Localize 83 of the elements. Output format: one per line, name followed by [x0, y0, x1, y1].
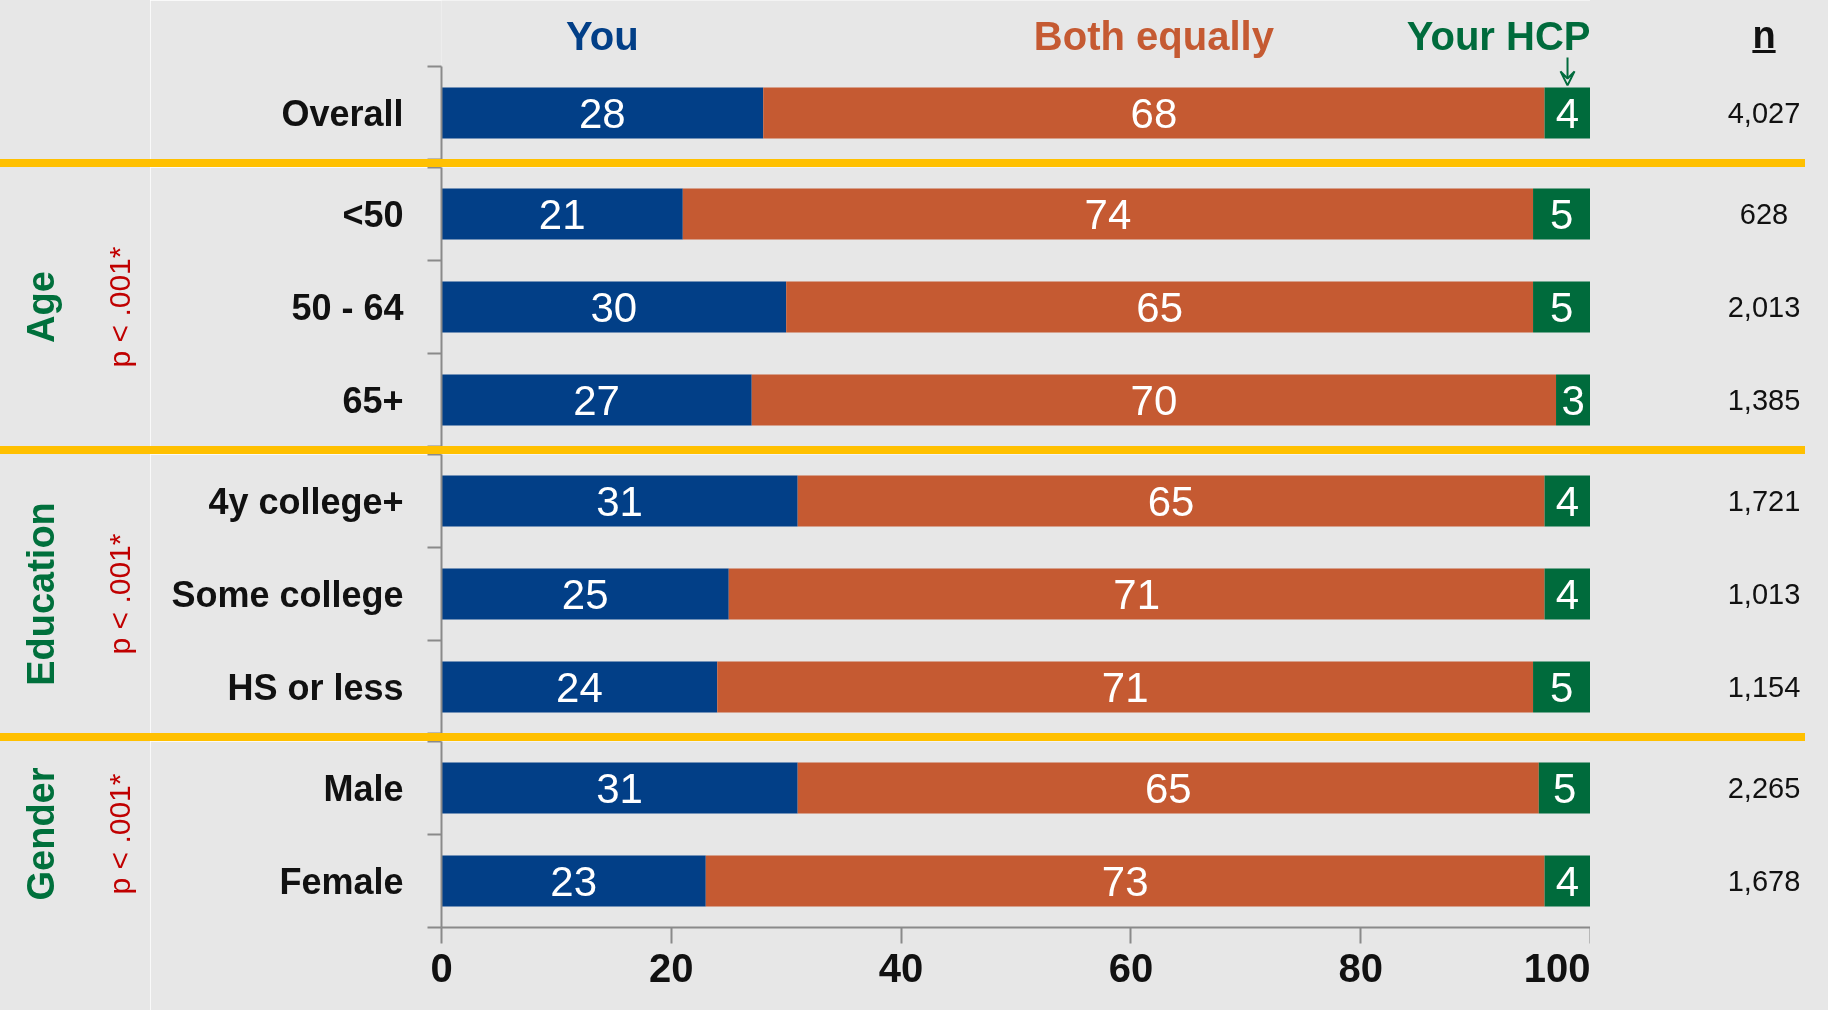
series-label: Both equally — [1033, 13, 1275, 58]
bar — [441, 374, 752, 426]
y2-tick-label: 1,154 — [1727, 670, 1801, 702]
data-label: 31 — [596, 764, 643, 812]
y-tick-label: 50 - 64 — [291, 286, 404, 328]
bar — [441, 188, 683, 240]
text: p < .001* — [103, 533, 136, 654]
bar — [682, 188, 1534, 240]
data-label: 73 — [1101, 857, 1149, 905]
data-label: 4 — [1555, 477, 1580, 525]
data-label: 5 — [1550, 283, 1574, 331]
data-label: 74 — [1084, 190, 1132, 238]
data-label: 3 — [1561, 376, 1585, 424]
data-label: 65 — [1136, 283, 1183, 331]
data-label: 25 — [561, 570, 609, 618]
text: p < .001* — [103, 773, 136, 895]
series-label: You — [566, 13, 639, 58]
data-label: 21 — [538, 190, 586, 238]
y2-tick-label: 4,027 — [1727, 96, 1801, 128]
data-label: 68 — [1130, 89, 1178, 137]
y-tick-label: 4y college+ — [208, 480, 404, 522]
x-tick-label: 40 — [878, 945, 924, 990]
data-label: 30 — [590, 283, 638, 331]
bar — [1544, 475, 1590, 527]
bar — [717, 661, 1534, 713]
bar — [1544, 855, 1590, 907]
y2-tick-label: 2,013 — [1727, 290, 1801, 322]
bar — [1533, 281, 1590, 333]
bar — [751, 374, 1557, 426]
y2-tick-label: 1,678 — [1727, 864, 1801, 896]
bar — [797, 475, 1545, 527]
data-label: 71 — [1101, 663, 1149, 711]
bar — [797, 762, 1539, 814]
y2-axis-title: n — [1752, 14, 1776, 56]
data-label: 27 — [573, 376, 620, 424]
y2-tick-label: 1,385 — [1727, 383, 1801, 415]
y-tick-label: Female — [279, 860, 404, 902]
data-label: 28 — [579, 89, 626, 137]
y2-tick-label: 628 — [1739, 197, 1789, 229]
data-label: 5 — [1552, 764, 1577, 812]
bar — [1533, 661, 1590, 713]
y-tick-label: Male — [323, 767, 404, 809]
y-tick-label: Some college — [171, 573, 404, 615]
bar — [705, 855, 1545, 907]
y-axis-title: Gender — [20, 767, 62, 901]
series-label: Your HCP — [1406, 13, 1591, 58]
x-tick-label: 0 — [430, 945, 453, 990]
data-label: 31 — [596, 477, 643, 525]
data-label: 4 — [1555, 89, 1580, 137]
y-tick-label: HS or less — [227, 666, 404, 708]
data-label: 23 — [550, 857, 597, 905]
bar — [728, 568, 1545, 620]
text: p < .001* — [103, 246, 136, 367]
bar — [1533, 188, 1590, 240]
bar — [441, 475, 798, 527]
y-axis-title: Education — [20, 501, 62, 686]
data-label: 70 — [1130, 376, 1178, 424]
y-tick-label: <50 — [342, 193, 404, 235]
bar — [441, 281, 787, 333]
x-tick-label: 100 — [1523, 945, 1591, 990]
data-label: 71 — [1113, 570, 1161, 618]
y-tick-label: Overall — [281, 92, 404, 134]
bar — [441, 762, 798, 814]
bar — [786, 281, 1534, 333]
data-label: 4 — [1555, 570, 1580, 618]
data-label: 65 — [1144, 764, 1192, 812]
data-label: 5 — [1550, 663, 1574, 711]
bar — [441, 855, 706, 907]
y2-tick-label: 1,013 — [1727, 577, 1801, 609]
y2-tick-label: 1,721 — [1727, 484, 1801, 516]
y2-tick-label: 2,265 — [1727, 771, 1801, 803]
bar — [1544, 568, 1590, 620]
data-label: 24 — [556, 663, 603, 711]
data-label: 4 — [1555, 857, 1580, 905]
bar — [441, 661, 718, 713]
bar — [441, 568, 729, 620]
data-label: 5 — [1550, 190, 1574, 238]
x-tick-label: 60 — [1108, 945, 1154, 990]
data-label: 65 — [1147, 477, 1195, 525]
y-tick-label: 65+ — [342, 379, 404, 421]
x-tick-label: 20 — [649, 945, 694, 990]
y-axis-title: Age — [20, 270, 62, 343]
x-tick-label: 80 — [1338, 945, 1383, 990]
